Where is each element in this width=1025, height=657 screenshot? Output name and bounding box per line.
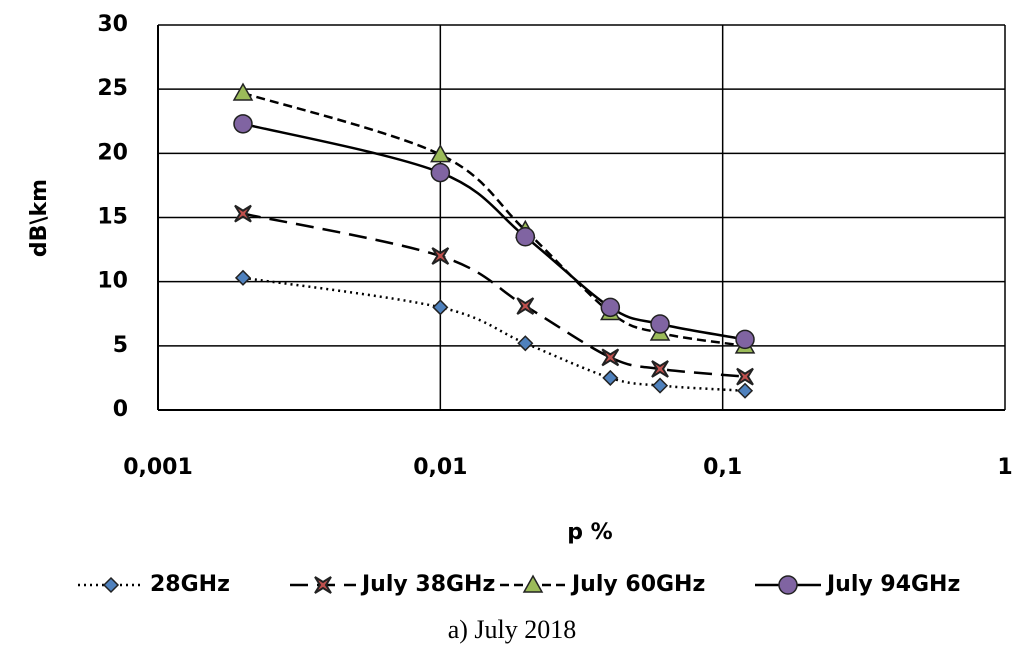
legend-label: July 94GHz (825, 572, 960, 597)
marker (650, 314, 670, 334)
series-line (242, 122, 746, 341)
marker (735, 329, 755, 350)
y-tick-label: 30 (97, 12, 128, 37)
series-line (242, 91, 746, 348)
marker (515, 227, 536, 247)
legend-label: 28GHz (150, 572, 230, 597)
series-line (242, 212, 746, 378)
y-tick-label: 20 (97, 140, 128, 165)
x-tick-label: 0,01 (413, 455, 467, 480)
marker (516, 297, 535, 315)
x-axis-label: p % (567, 520, 612, 545)
marker (430, 144, 451, 163)
marker (432, 299, 449, 316)
marker (600, 297, 621, 318)
legend-label: July 60GHz (570, 572, 705, 597)
marker (736, 382, 754, 399)
marker (233, 114, 253, 134)
marker (778, 575, 798, 595)
marker (517, 335, 534, 352)
caption: a) July 2018 (448, 615, 577, 644)
x-tick-label: 1 (997, 455, 1012, 480)
marker (431, 247, 450, 265)
y-tick-label: 0 (113, 397, 128, 422)
marker (232, 82, 254, 101)
y-axis-label: dB\km (27, 179, 52, 257)
marker (102, 576, 120, 594)
marker (314, 576, 332, 594)
x-tick-label: 0,1 (703, 455, 742, 480)
marker (522, 574, 544, 593)
marker (234, 269, 252, 286)
marker (430, 162, 451, 183)
marker (651, 360, 669, 378)
marker (234, 204, 252, 223)
y-tick-label: 5 (113, 333, 128, 358)
y-tick-label: 10 (97, 269, 128, 294)
marker (736, 367, 754, 386)
y-tick-label: 15 (97, 205, 128, 230)
marker (601, 348, 620, 367)
x-tick-label: 0,001 (123, 455, 193, 480)
legend-label: July 38GHz (360, 572, 495, 597)
marker (602, 369, 619, 386)
marker (651, 377, 669, 394)
y-tick-label: 25 (97, 76, 128, 101)
